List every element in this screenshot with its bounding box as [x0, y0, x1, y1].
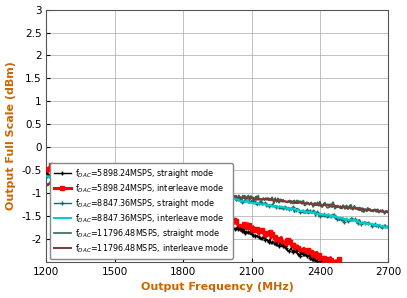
- f$_{DAC}$=11796.48MSPS, straight mode: [48, 179, 53, 183]
- f$_{DAC}$=5898.24MSPS, straight mode: [386, 296, 391, 298]
- f$_{DAC}$=8847.36MSPS, straight mode: [47, 174, 52, 177]
- f$_{DAC}$=8847.36MSPS, straight mode: [243, 198, 248, 202]
- f$_{DAC}$=8847.36MSPS, straight mode: [386, 226, 391, 230]
- f$_{DAC}$=8847.36MSPS, interleave mode: [303, 210, 308, 213]
- f$_{DAC}$=8847.36MSPS, interleave mode: [44, 174, 49, 178]
- f$_{DAC}$=5898.24MSPS, interleave mode: [44, 171, 49, 175]
- f$_{DAC}$=8847.36MSPS, straight mode: [252, 201, 257, 204]
- f$_{DAC}$=5898.24MSPS, interleave mode: [243, 224, 248, 228]
- f$_{DAC}$=11796.48MSPS, straight mode: [65, 184, 70, 187]
- f$_{DAC}$=11796.48MSPS, straight mode: [339, 206, 344, 209]
- f$_{DAC}$=8847.36MSPS, straight mode: [262, 201, 267, 205]
- f$_{DAC}$=8847.36MSPS, straight mode: [65, 176, 70, 180]
- f$_{DAC}$=5898.24MSPS, straight mode: [304, 253, 309, 256]
- f$_{DAC}$=8847.36MSPS, interleave mode: [262, 202, 267, 206]
- f$_{DAC}$=11796.48MSPS, interleave mode: [252, 197, 257, 201]
- f$_{DAC}$=8847.36MSPS, interleave mode: [386, 226, 391, 230]
- f$_{DAC}$=11796.48MSPS, interleave mode: [386, 210, 391, 213]
- f$_{DAC}$=11796.48MSPS, straight mode: [44, 183, 49, 187]
- f$_{DAC}$=5898.24MSPS, straight mode: [252, 235, 257, 238]
- Legend: f$_{DAC}$=5898.24MSPS, straight mode, f$_{DAC}$=5898.24MSPS, interleave mode, f$: f$_{DAC}$=5898.24MSPS, straight mode, f$…: [50, 163, 233, 259]
- f$_{DAC}$=8847.36MSPS, interleave mode: [252, 202, 256, 205]
- f$_{DAC}$=5898.24MSPS, straight mode: [44, 172, 49, 176]
- f$_{DAC}$=11796.48MSPS, interleave mode: [382, 210, 387, 214]
- Line: f$_{DAC}$=11796.48MSPS, straight mode: f$_{DAC}$=11796.48MSPS, straight mode: [46, 181, 388, 214]
- Line: f$_{DAC}$=5898.24MSPS, straight mode: f$_{DAC}$=5898.24MSPS, straight mode: [44, 171, 391, 298]
- Y-axis label: Output Full Scale (dBm): Output Full Scale (dBm): [6, 61, 15, 210]
- f$_{DAC}$=11796.48MSPS, interleave mode: [47, 182, 52, 185]
- Line: f$_{DAC}$=8847.36MSPS, straight mode: f$_{DAC}$=8847.36MSPS, straight mode: [44, 173, 391, 231]
- f$_{DAC}$=11796.48MSPS, straight mode: [304, 201, 309, 205]
- f$_{DAC}$=11796.48MSPS, interleave mode: [339, 205, 344, 209]
- f$_{DAC}$=11796.48MSPS, interleave mode: [262, 197, 267, 201]
- f$_{DAC}$=8847.36MSPS, interleave mode: [338, 216, 343, 220]
- f$_{DAC}$=5898.24MSPS, straight mode: [262, 237, 267, 240]
- f$_{DAC}$=11796.48MSPS, interleave mode: [304, 201, 309, 205]
- f$_{DAC}$=5898.24MSPS, interleave mode: [50, 163, 55, 167]
- f$_{DAC}$=8847.36MSPS, interleave mode: [65, 177, 70, 181]
- f$_{DAC}$=5898.24MSPS, interleave mode: [304, 249, 309, 253]
- f$_{DAC}$=11796.48MSPS, straight mode: [243, 195, 248, 199]
- f$_{DAC}$=8847.36MSPS, straight mode: [44, 175, 49, 179]
- f$_{DAC}$=5898.24MSPS, interleave mode: [252, 228, 257, 232]
- f$_{DAC}$=11796.48MSPS, interleave mode: [65, 183, 70, 186]
- f$_{DAC}$=11796.48MSPS, straight mode: [262, 198, 267, 202]
- f$_{DAC}$=5898.24MSPS, straight mode: [243, 232, 248, 235]
- f$_{DAC}$=5898.24MSPS, interleave mode: [382, 290, 387, 293]
- X-axis label: Output Frequency (MHz): Output Frequency (MHz): [141, 283, 294, 292]
- Line: f$_{DAC}$=8847.36MSPS, interleave mode: f$_{DAC}$=8847.36MSPS, interleave mode: [46, 176, 388, 228]
- f$_{DAC}$=11796.48MSPS, straight mode: [382, 212, 387, 216]
- f$_{DAC}$=5898.24MSPS, interleave mode: [386, 288, 391, 292]
- Line: f$_{DAC}$=5898.24MSPS, interleave mode: f$_{DAC}$=5898.24MSPS, interleave mode: [45, 163, 390, 293]
- f$_{DAC}$=8847.36MSPS, straight mode: [339, 218, 344, 221]
- Line: f$_{DAC}$=11796.48MSPS, interleave mode: f$_{DAC}$=11796.48MSPS, interleave mode: [46, 184, 388, 212]
- f$_{DAC}$=11796.48MSPS, straight mode: [386, 210, 391, 213]
- f$_{DAC}$=5898.24MSPS, straight mode: [339, 270, 344, 274]
- f$_{DAC}$=5898.24MSPS, interleave mode: [65, 169, 70, 173]
- f$_{DAC}$=8847.36MSPS, straight mode: [304, 209, 309, 213]
- f$_{DAC}$=8847.36MSPS, interleave mode: [243, 200, 247, 204]
- f$_{DAC}$=11796.48MSPS, straight mode: [252, 200, 257, 203]
- f$_{DAC}$=11796.48MSPS, interleave mode: [44, 182, 49, 186]
- f$_{DAC}$=11796.48MSPS, interleave mode: [243, 196, 248, 199]
- f$_{DAC}$=5898.24MSPS, interleave mode: [339, 266, 344, 270]
- f$_{DAC}$=5898.24MSPS, straight mode: [44, 171, 49, 175]
- f$_{DAC}$=5898.24MSPS, interleave mode: [262, 232, 267, 236]
- f$_{DAC}$=5898.24MSPS, straight mode: [65, 176, 70, 180]
